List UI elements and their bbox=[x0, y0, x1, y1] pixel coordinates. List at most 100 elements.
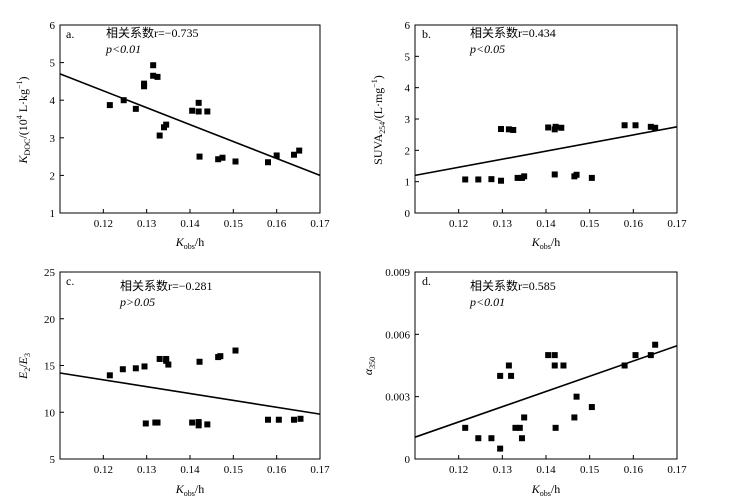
panel-b-data-point bbox=[588, 174, 595, 181]
panel-a-y-tick-label: 2 bbox=[50, 170, 56, 182]
panel-b: 0.12 0.13 0.14 0.15 0.16 0.17 0 1 2 3 4 5 6 b. 相关系数… bbox=[370, 20, 687, 251]
panel-a-y-ticks: 1 2 3 4 5 6 bbox=[50, 20, 64, 220]
panel-b-data-point bbox=[621, 122, 628, 129]
panel-b-data-point bbox=[475, 176, 482, 183]
panel-d-x-tick-label: 0.14 bbox=[536, 464, 556, 476]
panel-b-data-point bbox=[488, 176, 495, 183]
panel-a-data-point bbox=[219, 154, 226, 161]
panel-c-label: c. bbox=[66, 274, 74, 288]
panel-d-y-tick-label: 0.003 bbox=[385, 392, 410, 404]
panel-d-data-point bbox=[588, 404, 595, 411]
panel-d-data-point bbox=[505, 362, 512, 369]
panel-c-frame bbox=[59, 271, 321, 460]
panel-b-x-tick-label: 0.14 bbox=[536, 218, 556, 230]
panel-c-fit-line bbox=[59, 372, 321, 415]
panel-c-p: p>0.05 bbox=[119, 295, 155, 309]
panel-b-x-tick-label: 0.13 bbox=[493, 218, 513, 230]
panel-b-y-tick-label: 1 bbox=[405, 177, 411, 189]
panel-d-xlabel: Kobs/h bbox=[531, 482, 560, 498]
panel-a: 0.12 0.13 0.14 0.15 0.16 0.17 1 2 3 4 5 6 a. 相关系数r… bbox=[15, 20, 330, 251]
panel-b-data-point bbox=[652, 124, 659, 131]
panel-c-data-point bbox=[141, 363, 148, 370]
panel-a-data-point bbox=[189, 107, 196, 114]
panel-a-p: p<0.01 bbox=[105, 42, 141, 56]
panel-a-frame bbox=[59, 24, 321, 214]
panel-b-points bbox=[462, 122, 659, 184]
panel-d-data-point bbox=[560, 362, 567, 369]
panel-c-data-point bbox=[232, 347, 239, 354]
panel-b-data-point bbox=[573, 171, 580, 178]
panel-d-data-point bbox=[573, 393, 580, 400]
panel-c-x-tick-label: 0.12 bbox=[94, 464, 113, 476]
panel-b-data-point bbox=[551, 171, 558, 178]
panel-a-y-tick-label: 1 bbox=[50, 208, 56, 220]
panel-b-fit-line bbox=[414, 126, 678, 177]
panel-a-data-point bbox=[296, 147, 303, 154]
panel-c-data-point bbox=[291, 416, 297, 423]
panel-b-data-point bbox=[545, 124, 552, 131]
panel-b-data-point bbox=[462, 176, 469, 183]
panel-b-data-point bbox=[514, 174, 521, 181]
panel-d-data-point bbox=[571, 414, 578, 421]
panel-b-data-point bbox=[521, 173, 528, 180]
panel-b-x-tick-label: 0.16 bbox=[624, 218, 644, 230]
panel-d-data-point bbox=[632, 352, 639, 359]
panel-b-label: b. bbox=[422, 27, 431, 41]
panel-c-data-point bbox=[195, 419, 202, 426]
panel-a-y-tick-label: 4 bbox=[50, 95, 56, 107]
panel-c-data-point bbox=[154, 419, 161, 426]
panel-a-data-point bbox=[150, 72, 157, 79]
panel-a-y-tick-label: 5 bbox=[50, 58, 56, 70]
panel-d-p: p<0.01 bbox=[469, 295, 505, 309]
panel-b-corr: 相关系数r=0.434 bbox=[470, 25, 556, 40]
panel-a-y-tick-label: 6 bbox=[50, 20, 56, 32]
panel-c-x-tick-label: 0.13 bbox=[137, 464, 157, 476]
panel-c-data-point bbox=[142, 420, 149, 427]
panel-d-y-tick-label: 0.006 bbox=[385, 329, 410, 341]
panel-a-ylabel: KDOC/(104 L·kg−1) bbox=[15, 76, 32, 164]
panel-d-data-point bbox=[551, 352, 558, 359]
panel-c: 0.12 0.13 0.14 0.15 0.16 0.17 5 10 15 20 25 c. 相关… bbox=[16, 267, 330, 498]
panel-d-data-point bbox=[497, 445, 504, 452]
panel-d-x-tick-label: 0.13 bbox=[493, 464, 513, 476]
panel-c-x-tick-label: 0.16 bbox=[267, 464, 287, 476]
panel-a-x-ticks: 0.12 0.13 0.14 0.15 0.16 0.17 bbox=[94, 209, 330, 230]
panel-d-data-point bbox=[518, 435, 525, 442]
panel-d-points bbox=[462, 341, 659, 452]
panel-a-points bbox=[106, 62, 303, 166]
panel-a-corr: 相关系数r=−0.735 bbox=[106, 25, 199, 40]
panel-c-data-point bbox=[106, 372, 113, 379]
panel-a-data-point bbox=[106, 102, 113, 109]
panel-c-data-point bbox=[275, 416, 282, 423]
panel-d-fit-line bbox=[414, 345, 678, 438]
panel-d-data-point bbox=[545, 352, 552, 359]
panel-a-data-point bbox=[204, 108, 211, 115]
panel-b-x-ticks: 0.12 0.13 0.14 0.15 0.16 0.17 bbox=[449, 209, 687, 230]
panel-a-data-point bbox=[273, 152, 280, 159]
panel-d-data-point bbox=[475, 435, 482, 442]
panel-b-frame bbox=[414, 24, 678, 214]
panel-d-data-point bbox=[551, 362, 558, 369]
panel-b-data-point bbox=[498, 126, 505, 133]
panel-a-y-tick-label: 3 bbox=[50, 133, 56, 145]
panel-b-ylabel: SUVA254/(L·mg−1) bbox=[370, 75, 387, 165]
panel-a-data-point bbox=[196, 153, 203, 160]
panel-a-x-tick-label: 0.17 bbox=[310, 218, 330, 230]
panel-c-data-point bbox=[297, 415, 304, 422]
panel-c-data-point bbox=[195, 422, 202, 429]
panel-d-data-point bbox=[488, 435, 495, 442]
panel-b-y-ticks: 0 1 2 3 4 5 6 bbox=[405, 20, 419, 220]
panel-d-x-tick-label: 0.12 bbox=[449, 464, 468, 476]
panel-d-y-tick-label: 0.009 bbox=[385, 267, 410, 279]
panel-d-ylabel: α350 bbox=[361, 357, 377, 375]
panel-d-data-point bbox=[512, 424, 519, 431]
panel-d-label: d. bbox=[422, 274, 431, 288]
panel-c-data-point bbox=[204, 421, 211, 428]
panel-c-y-tick-label: 5 bbox=[50, 454, 56, 466]
panel-b-x-tick-label: 0.17 bbox=[667, 218, 687, 230]
panel-d-data-point bbox=[652, 341, 659, 348]
panel-b-p: p<0.05 bbox=[469, 42, 505, 56]
panel-d: 0.12 0.13 0.14 0.15 0.16 0.17 0 0.003 0.006 0.00… bbox=[361, 267, 687, 498]
panel-d-data-point bbox=[516, 424, 523, 431]
panel-a-data-point bbox=[154, 73, 161, 80]
